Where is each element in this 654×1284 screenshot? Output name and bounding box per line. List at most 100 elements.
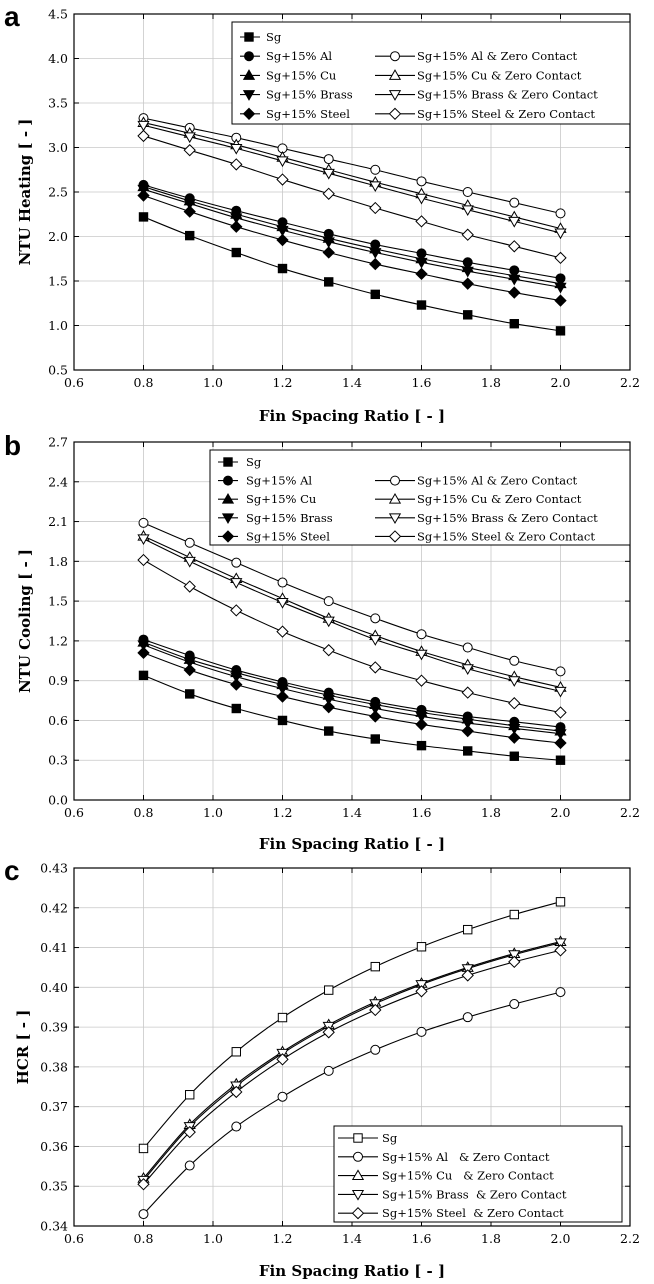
legend-label: Sg+15% Al & Zero Contact [382, 1150, 550, 1164]
y-axis-title: HCR [ - ] [14, 1010, 32, 1085]
series-line [143, 117, 561, 214]
y-axis-title: NTU Cooling [ - ] [16, 549, 34, 693]
data-point [322, 246, 335, 259]
y-tick-label: 2.7 [48, 435, 68, 450]
data-point [554, 686, 567, 698]
legend-entry: Sg+15% Steel [218, 529, 330, 543]
legend-marker [353, 1133, 363, 1143]
data-point [137, 1178, 150, 1191]
y-tick-label: 0.43 [40, 861, 68, 876]
data-point [554, 282, 567, 294]
panel-letter: c [4, 855, 20, 886]
data-point [324, 985, 334, 995]
data-point [137, 553, 150, 567]
series-b-7 [137, 534, 567, 698]
data-point [415, 649, 428, 661]
data-point [554, 706, 567, 719]
legend-box [209, 449, 631, 546]
x-axis-title: Fin Spacing Ratio [ - ] [259, 1262, 445, 1280]
legend-entry: Sg [240, 30, 282, 44]
x-tick-label: 1.8 [481, 375, 501, 390]
legend-entry: Sg+15% Brass & Zero Contact [375, 88, 598, 102]
data-point [230, 678, 243, 691]
data-point [463, 924, 473, 935]
data-point [554, 228, 567, 240]
data-point [369, 181, 382, 193]
y-tick-label: 0.5 [48, 363, 68, 378]
x-tick-label: 1.6 [412, 805, 432, 820]
data-point [230, 578, 243, 589]
series-a-4 [137, 189, 567, 307]
legend-entry: Sg+15% Al & Zero Contact [338, 1150, 550, 1164]
data-point [322, 168, 335, 180]
data-point [231, 1121, 242, 1132]
data-point [137, 129, 150, 143]
legend-entry: Sg+15% Steel & Zero Contact [375, 529, 595, 543]
data-point [508, 697, 521, 710]
y-tick-label: 2.0 [48, 229, 68, 244]
x-tick-label: 0.8 [134, 1231, 154, 1246]
data-point [415, 674, 428, 687]
y-tick-label: 4.0 [48, 51, 68, 66]
data-point [230, 213, 243, 225]
data-point [138, 517, 149, 528]
data-point [370, 164, 381, 175]
legend-label: Sg+15% Brass & Zero Contact [417, 88, 598, 102]
data-point [138, 1143, 149, 1154]
data-point [461, 718, 474, 730]
data-point [508, 950, 521, 961]
data-point [230, 604, 243, 617]
data-point [509, 319, 519, 329]
legend-label: Sg+15% Cu [266, 68, 336, 82]
data-point [508, 723, 521, 735]
data-point [276, 225, 289, 237]
data-point [184, 537, 195, 548]
legend-marker [221, 530, 235, 543]
legend: Sg Sg+15% Al Sg+15% Al & Zero Contact Sg+15… [209, 449, 631, 546]
legend-entry: Sg [338, 1131, 398, 1145]
legend-marker [223, 457, 233, 467]
legend-entry: Sg+15% Brass [240, 88, 353, 102]
data-point [554, 294, 567, 307]
legend-entry: Sg+15% Al [218, 474, 312, 488]
x-tick-label: 1.4 [342, 805, 362, 820]
data-point [231, 703, 241, 714]
series-b-3 [137, 640, 567, 740]
y-tick-label: 3.0 [48, 140, 68, 155]
series-line [143, 535, 561, 688]
data-point [370, 613, 381, 624]
legend-marker [388, 69, 402, 80]
data-point [508, 955, 521, 969]
chart-panel-b: b 0.6 0.8 1.0 1.2 1.4 1.6 1.8 2.0 2.2 0.0 0.3 0.6 0.9… [4, 430, 640, 853]
legend-entry: Sg+15% Al & Zero Contact [375, 49, 578, 63]
y-tick-label: 1.5 [48, 594, 68, 609]
data-point [462, 187, 473, 197]
legend-entry: Sg+15% Al [240, 49, 332, 63]
data-point [185, 230, 195, 241]
series-line [143, 991, 561, 1215]
series-line [143, 639, 561, 728]
data-point [183, 657, 196, 669]
data-point [461, 205, 474, 217]
data-point [508, 676, 521, 687]
x-tick-label: 2.2 [620, 805, 640, 820]
data-point [416, 629, 427, 640]
data-point [554, 251, 567, 265]
legend-label: Sg+15% Cu [246, 492, 316, 506]
chart-panel-c: c 0.6 0.8 1.0 1.2 1.4 1.6 1.8 2.0 2.2 0.34 0.35 0.36… [4, 855, 640, 1280]
legend-marker [223, 475, 233, 486]
series-line [143, 184, 561, 279]
legend-label: Sg+15% Al [246, 474, 312, 488]
data-point [461, 969, 474, 982]
series-line [143, 559, 561, 714]
data-point [323, 1065, 334, 1076]
data-point [555, 208, 566, 219]
data-point [555, 326, 566, 336]
series-line [143, 674, 561, 761]
data-point [322, 1026, 335, 1039]
legend-label: Sg+15% Al [266, 49, 332, 63]
data-point [554, 944, 567, 957]
data-point [369, 1003, 382, 1017]
data-point [415, 718, 428, 731]
data-point [324, 277, 334, 287]
